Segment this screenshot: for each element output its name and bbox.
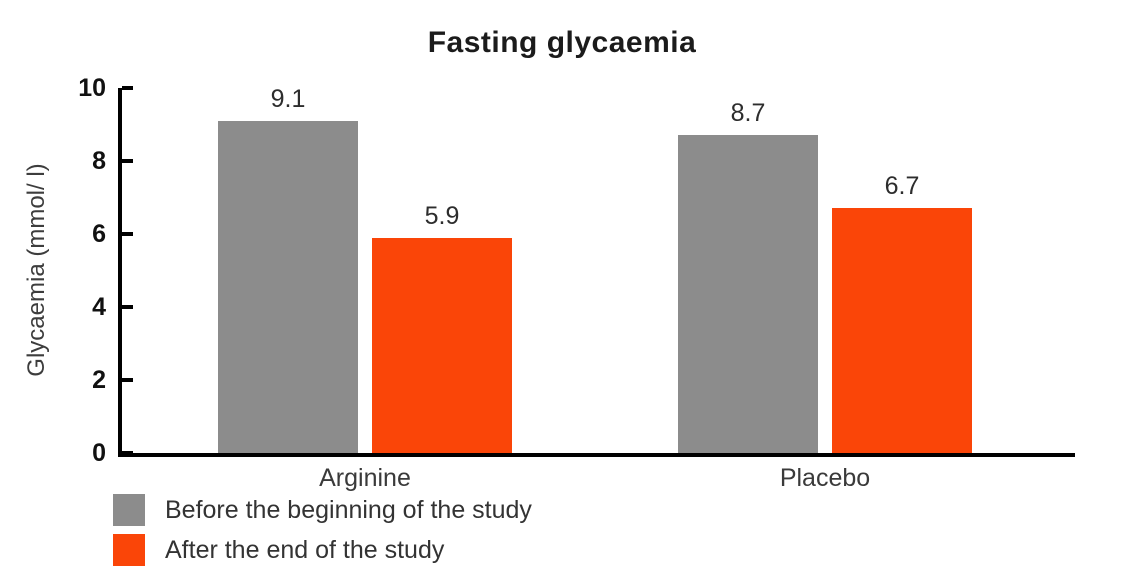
y-tick-label: 2: [92, 366, 106, 394]
legend-item-after: After the end of the study: [113, 534, 532, 566]
x-category-label: Placebo: [779, 464, 871, 492]
y-tick-label: 0: [92, 439, 106, 467]
legend-label-before: Before the beginning of the study: [165, 496, 532, 524]
x-axis-line: [118, 453, 1075, 457]
legend-swatch-before: [113, 494, 145, 526]
x-category-label: Arginine: [319, 464, 411, 492]
bar-placebo-before: [678, 135, 818, 453]
y-tick-label: 8: [92, 147, 106, 175]
bar-value-label: 9.1: [270, 85, 306, 113]
plot-area: 0 2 4 6 8 10 9.1 5.9 Arginine 8.7 6.7 Placebo: [78, 74, 1075, 492]
y-tick-mark: [122, 232, 133, 236]
y-tick-mark: [122, 451, 133, 455]
y-tick-mark: [122, 378, 133, 382]
chart-title: Fasting glycaemia: [427, 26, 697, 59]
bar-arginine-after: [372, 238, 512, 453]
bar-value-label: 5.9: [424, 202, 460, 230]
legend-swatch-after: [113, 534, 145, 566]
legend: Before the beginning of the study After t…: [113, 494, 532, 566]
y-tick-label: 10: [78, 74, 106, 102]
y-tick-mark: [122, 159, 133, 163]
y-axis-line: [118, 88, 122, 457]
legend-label-after: After the end of the study: [165, 536, 445, 564]
y-tick-label: 4: [92, 293, 106, 321]
legend-item-before: Before the beginning of the study: [113, 494, 532, 526]
y-tick-label: 6: [92, 220, 106, 248]
bar-value-label: 6.7: [884, 172, 920, 200]
bar-placebo-after: [832, 208, 972, 453]
bar-arginine-before: [218, 121, 358, 453]
y-tick-mark: [122, 305, 133, 309]
bar-value-label: 8.7: [730, 99, 766, 127]
y-tick-mark: [122, 86, 133, 90]
